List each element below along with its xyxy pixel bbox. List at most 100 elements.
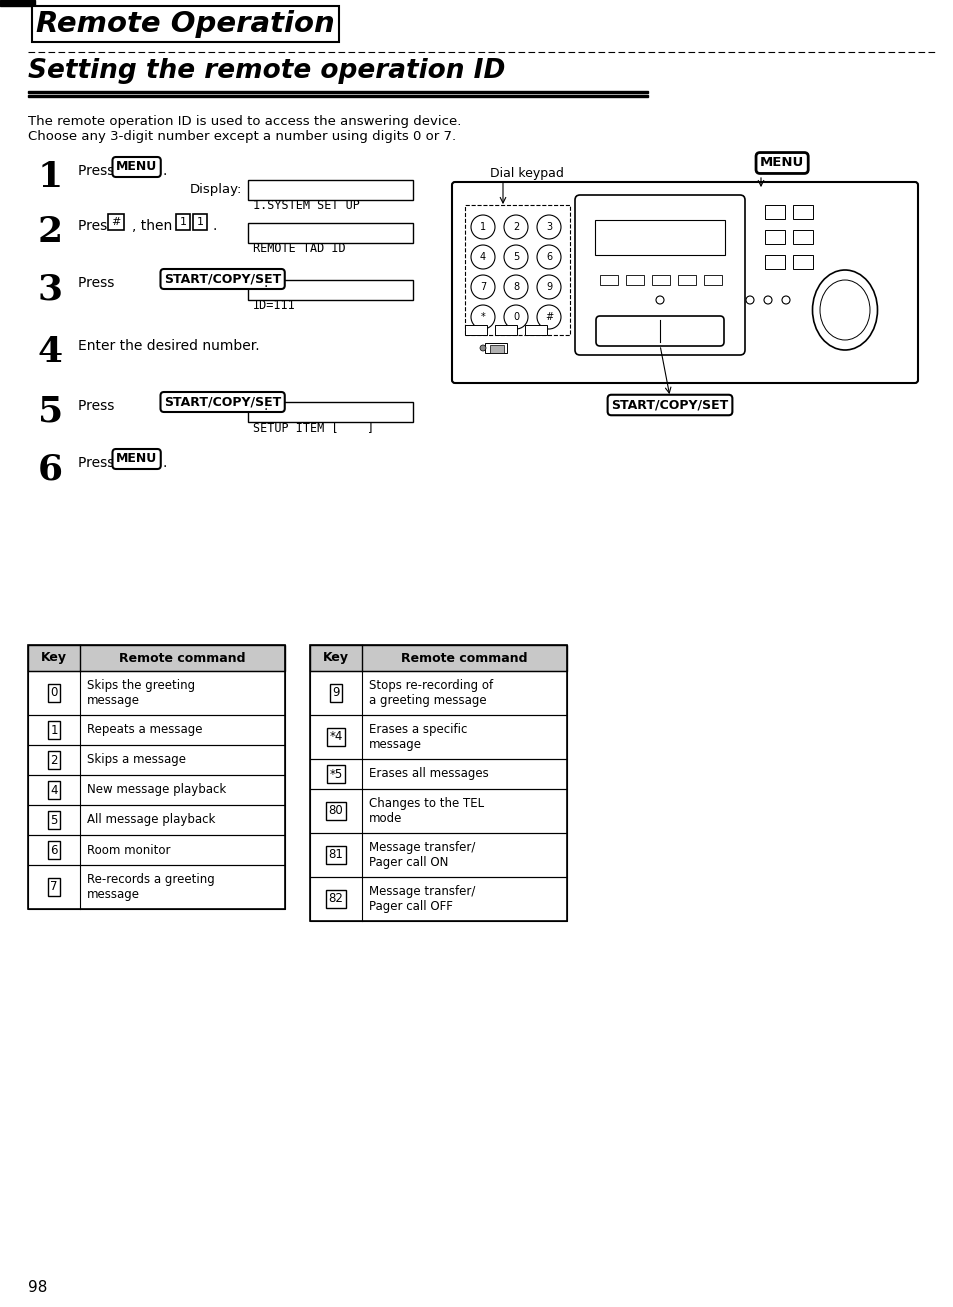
Bar xyxy=(484,342,506,353)
Bar xyxy=(28,644,285,670)
Text: 3: 3 xyxy=(38,272,63,306)
Bar xyxy=(792,205,812,220)
Bar xyxy=(310,833,566,877)
Text: Room monitor: Room monitor xyxy=(87,843,171,856)
FancyBboxPatch shape xyxy=(575,195,744,356)
Text: 1: 1 xyxy=(38,159,63,193)
Text: Repeats a message: Repeats a message xyxy=(87,724,202,737)
Text: REMOTE TAD ID: REMOTE TAD ID xyxy=(253,242,345,255)
Text: #: # xyxy=(544,312,553,322)
Text: 4: 4 xyxy=(479,252,485,261)
Text: 1: 1 xyxy=(179,217,186,227)
Text: All message playback: All message playback xyxy=(87,813,215,826)
Bar xyxy=(28,715,285,745)
Bar xyxy=(490,345,503,353)
Text: The remote operation ID is used to access the answering device.: The remote operation ID is used to acces… xyxy=(28,115,461,128)
Text: Re-records a greeting
message: Re-records a greeting message xyxy=(87,873,214,901)
Text: 0: 0 xyxy=(51,686,57,699)
Bar xyxy=(703,274,721,285)
Bar xyxy=(310,759,566,789)
Bar xyxy=(310,644,566,670)
Text: 1: 1 xyxy=(51,724,58,737)
Text: , then: , then xyxy=(132,220,176,233)
Text: 82: 82 xyxy=(328,893,343,906)
Bar xyxy=(310,789,566,833)
Text: 5: 5 xyxy=(51,813,57,826)
Text: MENU: MENU xyxy=(116,161,157,174)
Text: SETUP ITEM [    ]: SETUP ITEM [ ] xyxy=(253,421,374,434)
Bar xyxy=(28,865,285,908)
Text: Press: Press xyxy=(78,456,118,471)
Text: .: . xyxy=(163,456,167,471)
Text: Erases a specific
message: Erases a specific message xyxy=(369,723,467,752)
Text: ID=111: ID=111 xyxy=(253,299,295,312)
Bar xyxy=(248,223,413,243)
Ellipse shape xyxy=(820,280,869,340)
Text: 9: 9 xyxy=(332,686,339,699)
Text: .: . xyxy=(264,276,268,290)
Bar xyxy=(28,670,285,715)
Text: 1: 1 xyxy=(196,217,203,227)
Bar xyxy=(678,274,696,285)
Text: 98: 98 xyxy=(28,1280,48,1295)
Bar xyxy=(464,205,569,335)
Bar xyxy=(28,90,647,93)
Ellipse shape xyxy=(812,271,877,350)
Text: 7: 7 xyxy=(51,881,58,894)
Text: Message transfer/
Pager call ON: Message transfer/ Pager call ON xyxy=(369,840,475,869)
Text: 1: 1 xyxy=(479,222,485,233)
Text: *5: *5 xyxy=(329,767,342,780)
Text: START/COPY/SET: START/COPY/SET xyxy=(164,396,281,409)
Text: 1.SYSTEM SET UP: 1.SYSTEM SET UP xyxy=(253,199,359,212)
Bar xyxy=(651,274,669,285)
Text: Display:: Display: xyxy=(190,183,242,196)
Text: 6: 6 xyxy=(38,452,63,486)
Text: 81: 81 xyxy=(328,848,343,861)
Text: 4: 4 xyxy=(51,783,58,796)
Text: Press: Press xyxy=(78,163,118,178)
Bar xyxy=(764,255,784,269)
Bar xyxy=(764,205,784,220)
Text: 6: 6 xyxy=(545,252,552,261)
Text: Stops re-recording of
a greeting message: Stops re-recording of a greeting message xyxy=(369,680,493,707)
Text: 5: 5 xyxy=(38,395,63,429)
Text: Key: Key xyxy=(41,651,67,664)
Bar xyxy=(248,403,413,422)
Bar xyxy=(792,255,812,269)
Bar xyxy=(28,644,285,908)
Text: 9: 9 xyxy=(545,282,552,291)
Text: 8: 8 xyxy=(513,282,518,291)
Text: 2: 2 xyxy=(513,222,518,233)
Bar xyxy=(28,745,285,775)
Text: 2: 2 xyxy=(38,214,63,250)
Text: *4: *4 xyxy=(329,731,342,744)
Bar xyxy=(464,325,486,335)
Bar xyxy=(310,670,566,715)
Bar xyxy=(248,280,413,301)
Bar xyxy=(524,325,546,335)
Text: New message playback: New message playback xyxy=(87,783,226,796)
Text: Press: Press xyxy=(78,399,118,413)
Bar xyxy=(310,715,566,759)
Bar xyxy=(310,877,566,921)
Text: 4: 4 xyxy=(38,335,63,369)
Text: Remote Operation: Remote Operation xyxy=(36,10,335,38)
Text: MENU: MENU xyxy=(116,452,157,465)
Text: Remote command: Remote command xyxy=(119,651,246,664)
Bar xyxy=(625,274,643,285)
Bar xyxy=(28,835,285,865)
Text: 3: 3 xyxy=(545,222,552,233)
Text: 80: 80 xyxy=(328,805,343,817)
Bar xyxy=(764,230,784,244)
Text: .: . xyxy=(213,220,217,233)
Text: START/COPY/SET: START/COPY/SET xyxy=(164,272,281,285)
Bar xyxy=(248,180,413,200)
Bar xyxy=(495,325,517,335)
Bar xyxy=(28,95,647,97)
Text: START/COPY/SET: START/COPY/SET xyxy=(611,399,728,412)
Text: 0: 0 xyxy=(513,312,518,322)
Bar xyxy=(28,805,285,835)
Text: Press: Press xyxy=(78,276,118,290)
FancyBboxPatch shape xyxy=(452,182,917,383)
Text: 5: 5 xyxy=(513,252,518,261)
